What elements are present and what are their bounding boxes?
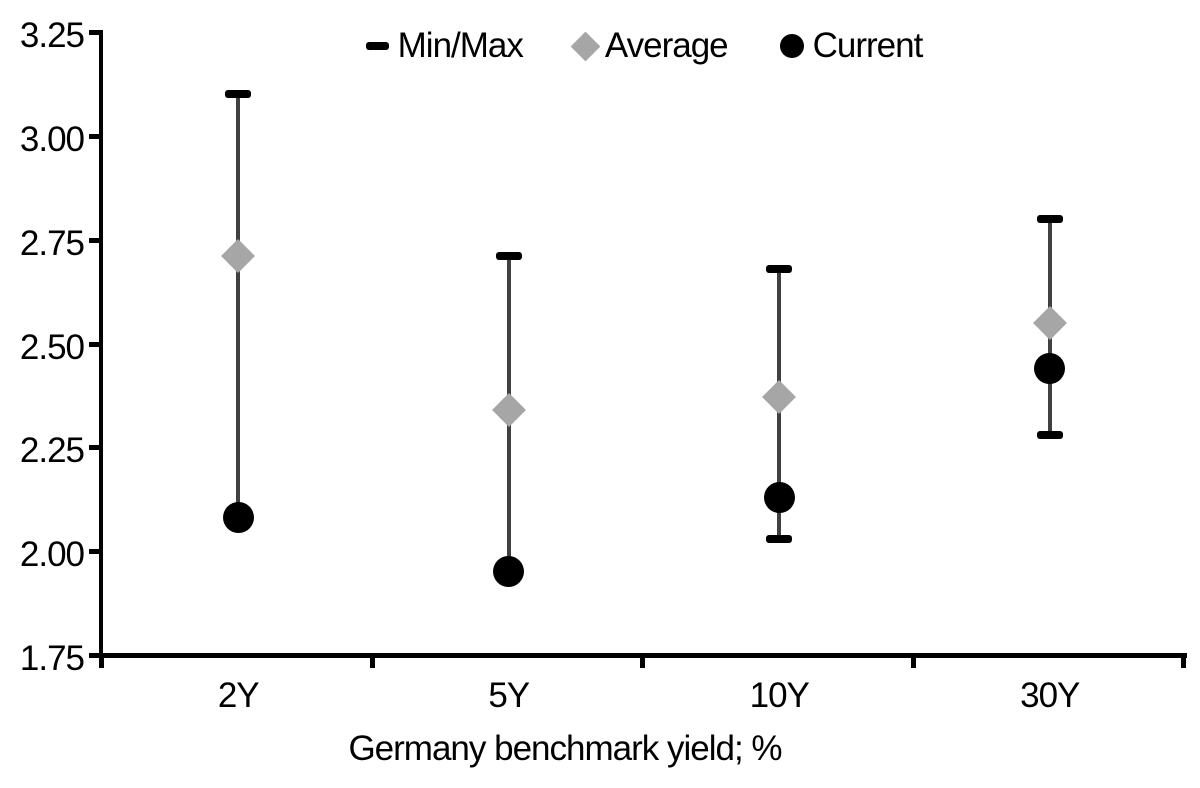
y-axis-line (99, 30, 103, 668)
y-tick-label: 2.50 (19, 327, 85, 367)
minmax-dash-icon (365, 42, 389, 50)
max-cap (225, 90, 252, 99)
current-marker (222, 502, 254, 534)
legend-label-minmax: Min/Max (397, 26, 524, 65)
x-tick-label: 2Y (217, 676, 260, 715)
y-tick-label: 3.25 (19, 16, 85, 55)
x-tick-label: 30Y (1020, 676, 1080, 715)
x-axis-line (99, 653, 1187, 658)
error-bar-line (236, 94, 241, 518)
legend-label-average: Average (604, 26, 729, 65)
legend: Min/Max Average Current (103, 24, 1185, 68)
y-tick (89, 549, 103, 555)
min-cap (766, 534, 793, 543)
y-tick (89, 653, 103, 658)
y-tick-label: 2.25 (19, 431, 85, 471)
x-tick (1181, 656, 1186, 668)
x-tick (910, 656, 916, 668)
y-tick-label: 1.75 (19, 639, 85, 678)
y-tick (89, 133, 103, 139)
y-tick (89, 341, 103, 347)
x-tick (369, 656, 375, 668)
average-diamond-icon (570, 31, 601, 61)
min-cap (1036, 430, 1063, 439)
current-marker (493, 556, 525, 588)
x-tick (99, 656, 104, 668)
y-tick-label: 2.00 (19, 535, 85, 575)
x-axis-title: Germany benchmark yield; % (348, 729, 782, 768)
legend-item-current: Current (779, 26, 924, 66)
legend-item-minmax: Min/Max (365, 26, 524, 66)
current-circle-icon (779, 34, 804, 58)
max-cap (766, 264, 793, 273)
x-tick-label: 5Y (488, 676, 530, 715)
current-marker (1034, 352, 1066, 384)
current-marker (763, 481, 795, 513)
y-tick-label: 2.75 (19, 223, 85, 263)
max-cap (495, 252, 522, 261)
average-marker (221, 239, 256, 274)
x-tick-label: 10Y (749, 676, 810, 715)
x-tick (640, 656, 645, 668)
y-tick-label: 3.00 (19, 119, 85, 159)
y-tick (89, 445, 103, 451)
y-tick (89, 30, 103, 35)
legend-item-average: Average (570, 26, 729, 66)
average-marker (1032, 305, 1067, 340)
average-marker (762, 380, 797, 415)
max-cap (1036, 214, 1063, 223)
y-tick (89, 237, 103, 243)
average-marker (491, 392, 526, 427)
legend-label-current: Current (812, 26, 924, 65)
